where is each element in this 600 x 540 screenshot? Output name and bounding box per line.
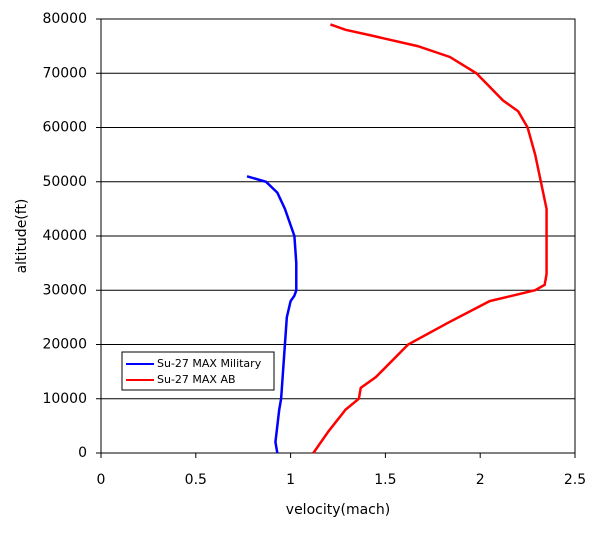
x-tick-label: 2 bbox=[476, 472, 485, 488]
y-tick-label: 30000 bbox=[42, 282, 87, 298]
y-tick-label: 60000 bbox=[42, 120, 87, 136]
y-tick-label: 50000 bbox=[42, 174, 87, 190]
x-tick-label: 0.5 bbox=[185, 472, 207, 488]
y-axis-label: altitude(ft) bbox=[14, 199, 30, 274]
y-tick-label: 80000 bbox=[42, 11, 87, 27]
legend: Su-27 MAX Military Su-27 MAX AB bbox=[121, 351, 275, 391]
series-line bbox=[312, 23, 548, 454]
legend-label: Su-27 MAX AB bbox=[157, 373, 236, 386]
y-tick-label: 40000 bbox=[42, 228, 87, 244]
x-tick-label: 1.5 bbox=[374, 472, 396, 488]
x-axis-label: velocity(mach) bbox=[286, 502, 390, 518]
legend-box bbox=[121, 351, 275, 391]
y-tick-label: 20000 bbox=[42, 337, 87, 353]
y-tick-label: 70000 bbox=[42, 65, 87, 81]
x-tick-label: 0 bbox=[97, 472, 106, 488]
series-line bbox=[246, 175, 298, 454]
y-tick-label: 0 bbox=[78, 445, 87, 461]
y-tick-label: 10000 bbox=[42, 391, 87, 407]
legend-label: Su-27 MAX Military bbox=[157, 357, 262, 370]
x-tick-label: 1 bbox=[286, 472, 295, 488]
x-tick-label: 2.5 bbox=[564, 472, 586, 488]
